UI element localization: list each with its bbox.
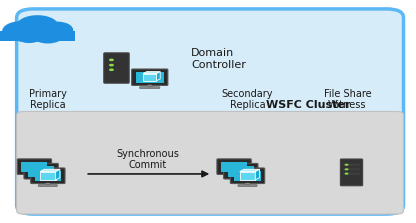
FancyBboxPatch shape xyxy=(231,180,250,182)
Circle shape xyxy=(109,64,114,66)
FancyBboxPatch shape xyxy=(238,185,257,186)
Circle shape xyxy=(42,22,73,39)
Polygon shape xyxy=(240,169,260,171)
Polygon shape xyxy=(240,171,255,180)
Circle shape xyxy=(13,26,45,43)
FancyBboxPatch shape xyxy=(31,168,65,184)
FancyBboxPatch shape xyxy=(17,159,52,174)
FancyBboxPatch shape xyxy=(221,162,247,172)
Polygon shape xyxy=(31,174,37,176)
FancyBboxPatch shape xyxy=(343,168,360,171)
Text: File Share
Witness: File Share Witness xyxy=(324,89,371,110)
Polygon shape xyxy=(238,178,244,181)
Polygon shape xyxy=(56,169,60,180)
Text: Synchronous
Commit: Synchronous Commit xyxy=(116,149,179,170)
Circle shape xyxy=(109,59,114,61)
Polygon shape xyxy=(156,72,160,81)
Circle shape xyxy=(344,168,349,170)
Circle shape xyxy=(16,15,59,38)
FancyBboxPatch shape xyxy=(136,72,163,83)
FancyBboxPatch shape xyxy=(230,168,265,184)
FancyBboxPatch shape xyxy=(24,163,58,179)
FancyBboxPatch shape xyxy=(35,171,61,182)
Polygon shape xyxy=(40,169,60,171)
Text: WSFC Cluster: WSFC Cluster xyxy=(266,100,350,110)
Polygon shape xyxy=(146,85,153,87)
FancyBboxPatch shape xyxy=(140,87,160,89)
FancyBboxPatch shape xyxy=(224,163,258,179)
FancyBboxPatch shape xyxy=(228,166,254,177)
Circle shape xyxy=(344,164,349,166)
Polygon shape xyxy=(255,169,260,180)
Text: Primary
Replica: Primary Replica xyxy=(29,89,67,110)
FancyBboxPatch shape xyxy=(17,112,404,214)
Polygon shape xyxy=(143,72,160,74)
Polygon shape xyxy=(245,183,250,185)
Text: Secondary
Replica: Secondary Replica xyxy=(222,89,273,110)
FancyBboxPatch shape xyxy=(38,185,57,186)
Circle shape xyxy=(109,68,114,71)
FancyBboxPatch shape xyxy=(32,180,51,182)
FancyBboxPatch shape xyxy=(28,166,54,177)
Circle shape xyxy=(31,26,64,43)
Polygon shape xyxy=(38,178,44,181)
Polygon shape xyxy=(231,174,237,176)
Polygon shape xyxy=(45,183,51,185)
Circle shape xyxy=(344,173,349,175)
FancyBboxPatch shape xyxy=(217,159,251,174)
Polygon shape xyxy=(40,171,56,180)
FancyBboxPatch shape xyxy=(17,9,404,214)
FancyBboxPatch shape xyxy=(21,162,47,172)
FancyBboxPatch shape xyxy=(104,53,129,83)
FancyBboxPatch shape xyxy=(235,171,260,182)
FancyBboxPatch shape xyxy=(343,163,360,166)
FancyBboxPatch shape xyxy=(0,31,75,41)
Circle shape xyxy=(2,21,40,41)
Polygon shape xyxy=(143,74,156,81)
FancyBboxPatch shape xyxy=(343,172,360,175)
FancyBboxPatch shape xyxy=(340,159,363,186)
FancyBboxPatch shape xyxy=(131,69,168,85)
Text: Domain
Controller: Domain Controller xyxy=(191,48,246,70)
FancyBboxPatch shape xyxy=(225,176,244,177)
FancyBboxPatch shape xyxy=(25,176,44,177)
